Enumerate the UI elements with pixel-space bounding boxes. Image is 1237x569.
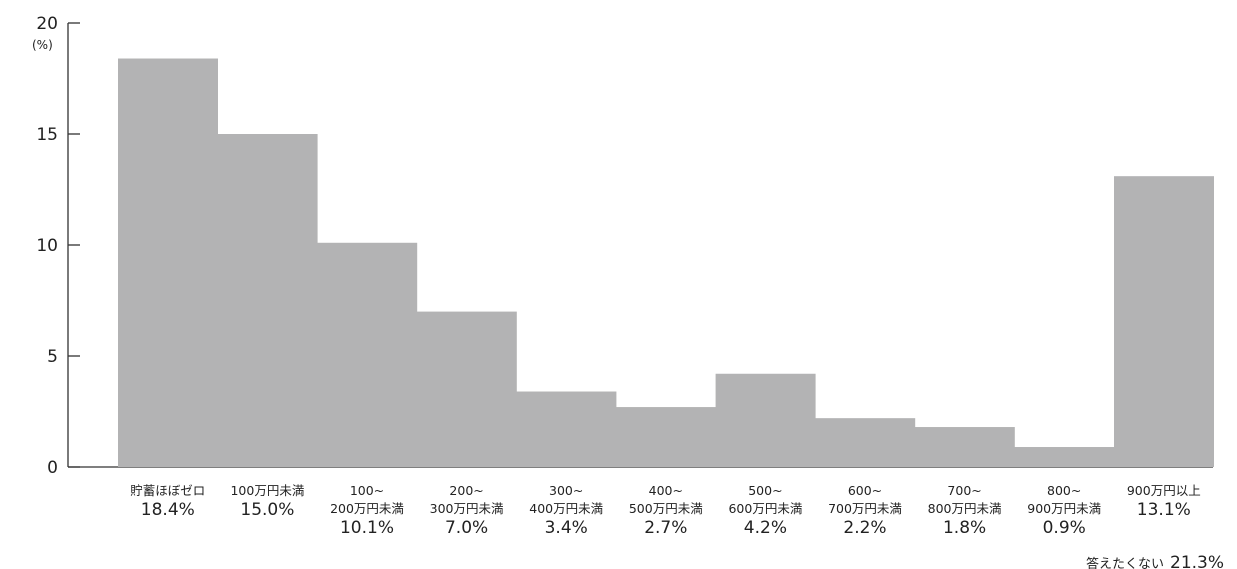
category-labels: 貯蓄ほぼゼロ 18.4% 100万円未満 15.0% 100~ 200万円未満 10.1% 2… [130, 483, 1200, 538]
bar [715, 373, 816, 467]
value-label: 4.2% [744, 518, 787, 538]
value-label: 7.0% [445, 518, 488, 538]
bar [616, 407, 716, 467]
category-label: 700万円未満 [828, 501, 902, 516]
y-tick-label: 15 [36, 125, 58, 145]
category-label: 100万円未満 [230, 483, 304, 498]
category-label: 600~ [848, 483, 882, 498]
category-label: 100~ [350, 483, 384, 498]
category-label: 900万円以上 [1127, 483, 1201, 498]
category-label: 500~ [748, 483, 782, 498]
bar [416, 311, 517, 467]
category-label: 200~ [449, 483, 483, 498]
value-label: 18.4% [141, 500, 195, 520]
bar [317, 242, 418, 467]
y-tick-label: 20 [36, 14, 58, 34]
no-answer-value: 21.3% [1170, 553, 1224, 569]
category-label: 300万円未満 [430, 501, 504, 516]
category-label: 500万円未満 [629, 501, 703, 516]
value-label: 2.7% [644, 518, 687, 538]
bar [516, 391, 617, 467]
value-label: 0.9% [1043, 518, 1086, 538]
y-tick-label: 10 [36, 236, 58, 256]
no-answer-label: 答えたくない [1086, 556, 1164, 569]
value-label: 3.4% [545, 518, 588, 538]
category-label: 300~ [549, 483, 583, 498]
bars [118, 58, 1214, 468]
bar [914, 427, 1015, 467]
category-label: 400~ [649, 483, 683, 498]
value-label: 10.1% [340, 518, 394, 538]
bar [815, 418, 916, 467]
value-label: 15.0% [240, 500, 294, 520]
category-label: 800~ [1047, 483, 1081, 498]
value-label: 13.1% [1137, 500, 1191, 520]
category-label: 700~ [947, 483, 981, 498]
category-label: 800万円未満 [928, 501, 1002, 516]
value-label: 2.2% [843, 518, 886, 538]
bar [118, 58, 218, 468]
bar [1014, 447, 1115, 467]
category-label: 900万円未満 [1027, 501, 1101, 516]
y-tick-label: 5 [47, 347, 58, 367]
category-label: 600万円未満 [728, 501, 802, 516]
bar [1114, 176, 1214, 467]
category-label: 貯蓄ほぼゼロ [130, 483, 205, 498]
category-label: 400万円未満 [529, 501, 603, 516]
y-tick-label: 0 [47, 458, 58, 478]
y-axis-unit: (%) [32, 38, 53, 52]
value-label: 1.8% [943, 518, 986, 538]
category-label: 200万円未満 [330, 501, 404, 516]
bar [217, 134, 318, 467]
